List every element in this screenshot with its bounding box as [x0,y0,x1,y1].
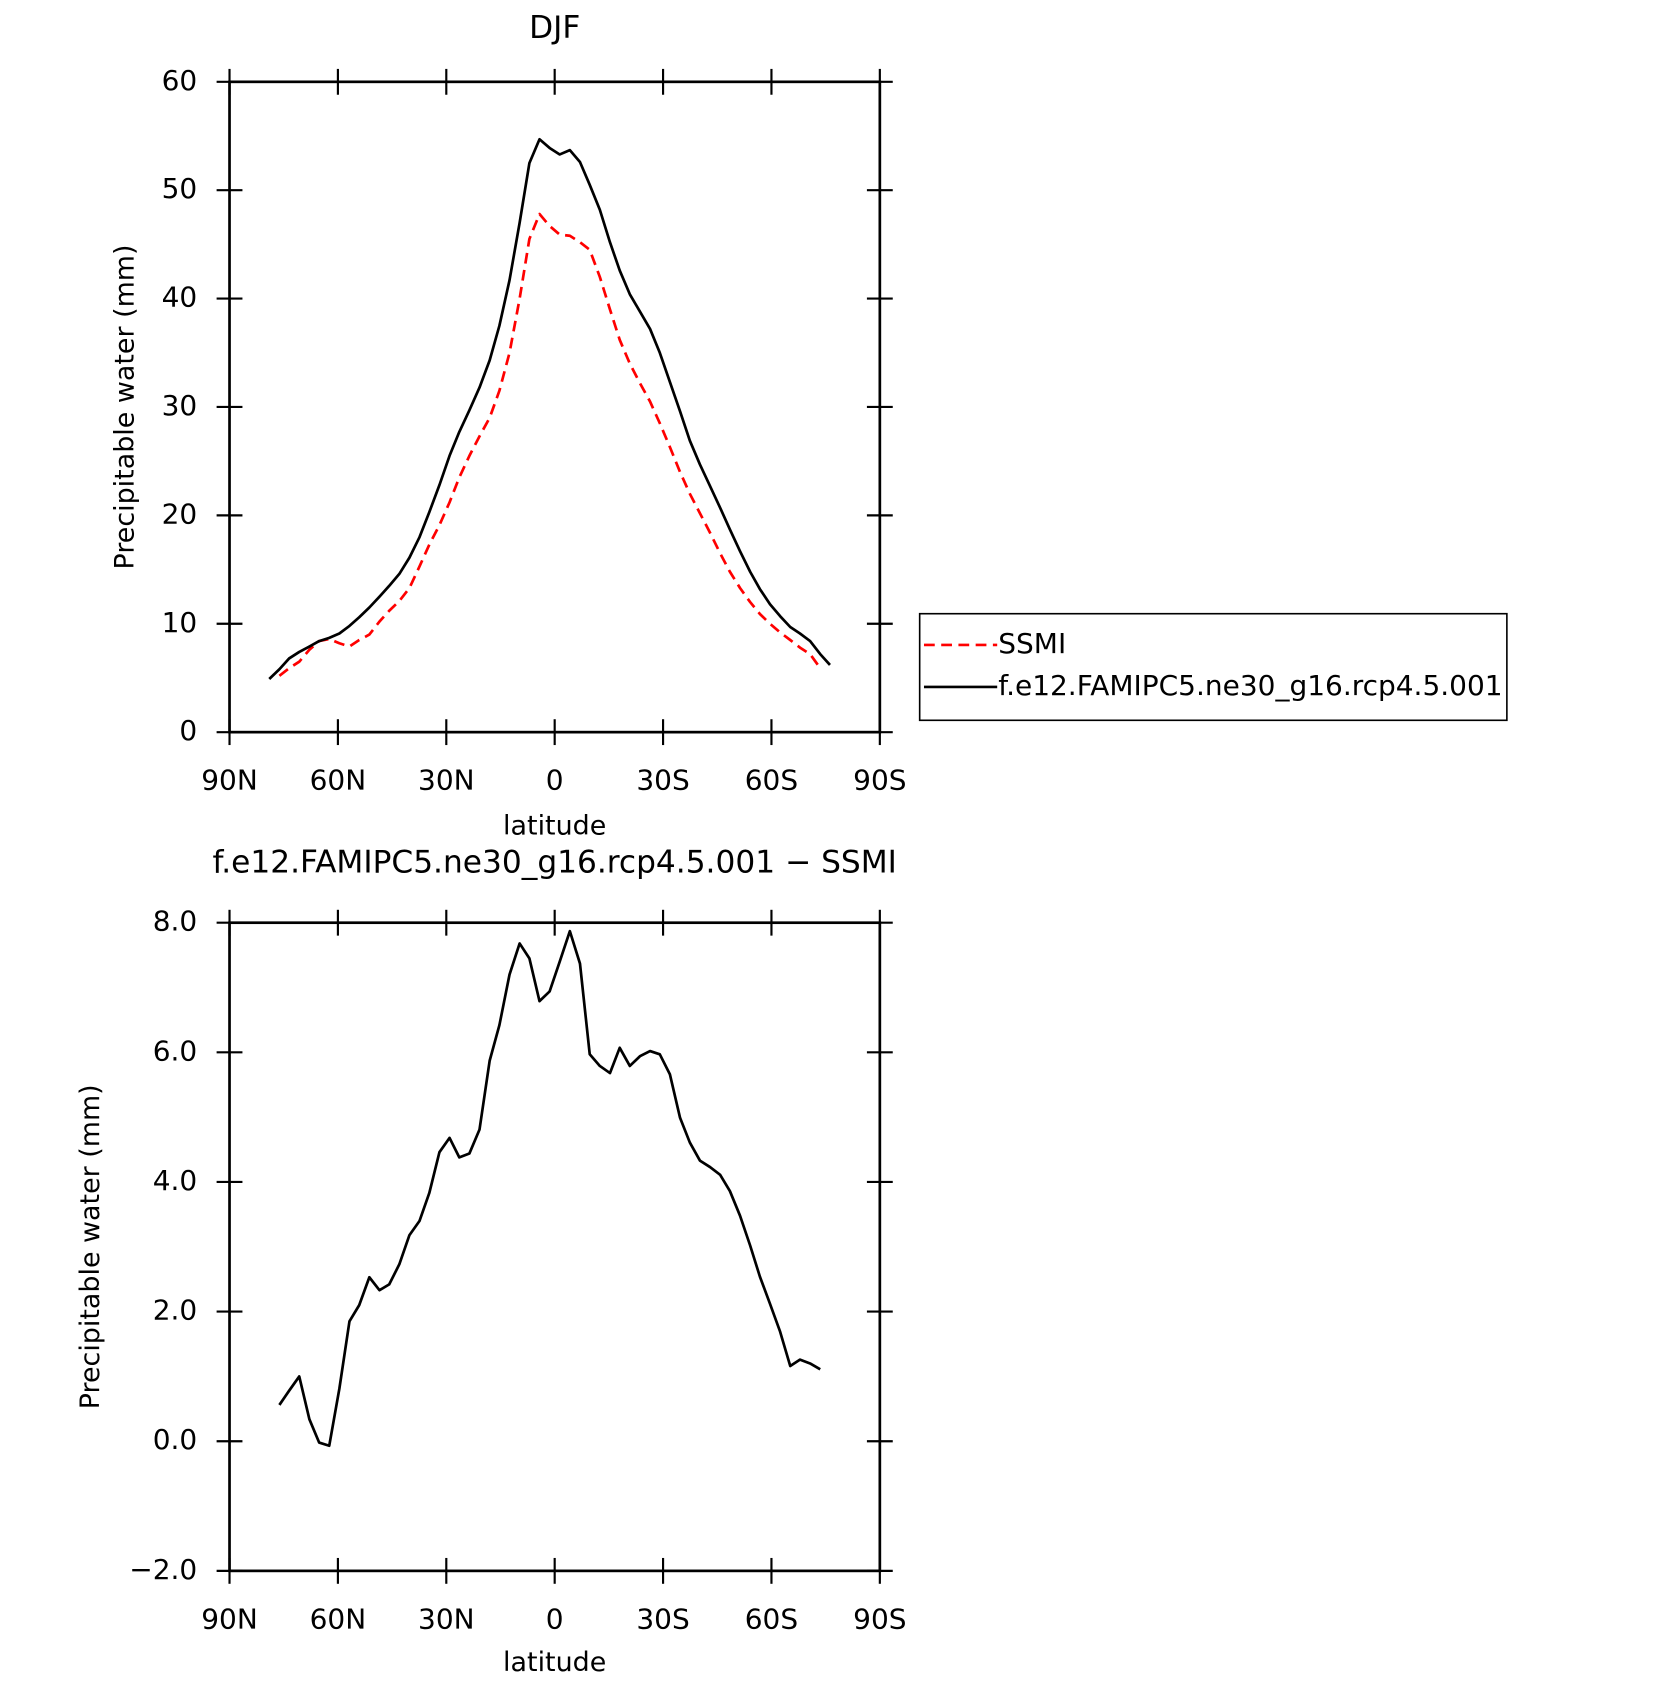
y-tick-label: 2.0 [153,1294,198,1327]
x-tick-label: 90S [853,764,906,797]
x-tick-label: 30S [636,764,689,797]
plot-frame [228,80,882,734]
y-tick-label: 40 [162,281,198,314]
y-tick-label: −2.0 [129,1553,197,1586]
data-line [268,137,831,680]
y-axis-label: Precipitable water (mm) [110,245,141,570]
y-tick-label: 20 [162,497,198,530]
y-tick-label: 8.0 [153,905,198,938]
legend-label: f.e12.FAMIPC5.ne30_g16.rcp4.5.001 [998,669,1502,702]
x-tick-label: 30N [418,764,475,797]
y-tick-label: 0 [179,714,197,747]
x-tick-label: 30N [418,1602,475,1635]
chart-title: DJF [529,10,580,46]
x-tick-label: 0 [546,1602,564,1635]
x-tick-label: 60N [310,1602,367,1635]
x-tick-label: 0 [546,764,564,797]
y-tick-label: 4.0 [153,1164,198,1197]
legend-label: SSMI [998,627,1066,660]
data-line [278,212,822,677]
y-tick-label: 50 [162,172,198,205]
x-axis-label: latitude [503,810,606,841]
x-tick-label: 90N [201,1602,258,1635]
x-tick-label: 60S [745,764,798,797]
x-tick-label: 60N [310,764,367,797]
y-tick-label: 30 [162,389,198,422]
y-axis-label: Precipitable water (mm) [75,1084,106,1409]
y-tick-label: 60 [162,64,198,97]
data-line [278,929,821,1448]
y-tick-label: 10 [162,606,198,639]
x-tick-label: 90S [853,1602,906,1635]
chart-title: f.e12.FAMIPC5.ne30_g16.rcp4.5.001 − SSMI [213,844,897,880]
legend-box [918,612,1508,722]
x-tick-label: 30S [636,1602,689,1635]
x-tick-label: 60S [745,1602,798,1635]
plot-frame [228,921,882,1573]
x-tick-label: 90N [201,764,258,797]
x-axis-label: latitude [503,1647,606,1678]
y-tick-label: 0.0 [153,1423,198,1456]
y-tick-label: 6.0 [153,1034,198,1067]
